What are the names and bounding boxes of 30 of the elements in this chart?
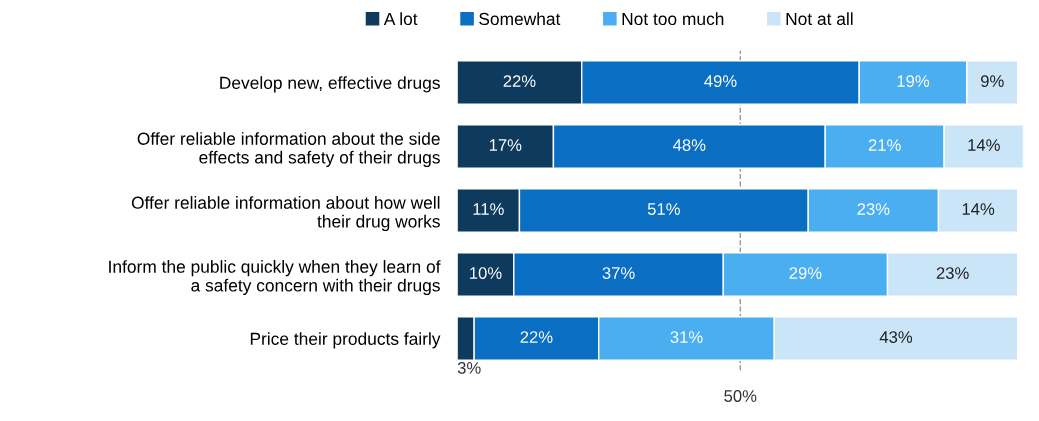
legend-label: Not at all — [786, 12, 853, 26]
data-label: 23% — [936, 267, 969, 279]
data-label: 14% — [968, 139, 1000, 151]
data-label: 21% — [868, 139, 901, 151]
data-label: 22% — [520, 331, 553, 343]
data-label: 11% — [473, 203, 504, 215]
data-label: 29% — [789, 267, 822, 279]
y-tick-label: Inform the public quickly when they learn of a safety concern with their drugs — [109, 260, 441, 295]
legend-label: Not too much — [622, 12, 724, 26]
data-label: 10% — [470, 267, 502, 279]
data-label: 17% — [489, 139, 522, 151]
data-label: 14% — [962, 203, 995, 215]
data-label: 48% — [673, 139, 706, 151]
legend-label: A lot — [383, 12, 418, 26]
data-label: 43% — [879, 331, 913, 343]
y-tick-label: Offer reliable information about the side effects and safety of their drugs — [137, 132, 440, 168]
data-label: 31% — [670, 331, 703, 343]
data-label: 22% — [503, 75, 536, 87]
data-label: 51% — [647, 203, 680, 215]
data-label: 23% — [857, 203, 890, 215]
ref-line-label: 50% — [724, 390, 757, 402]
y-tick-label: Price their products fairly — [250, 332, 441, 349]
data-label: 9% — [981, 75, 1004, 87]
data-label: 37% — [602, 267, 635, 279]
legend-label: Somewhat — [479, 12, 561, 26]
data-label: 19% — [897, 75, 930, 87]
data-label: 49% — [704, 75, 737, 87]
data-label: 3% — [457, 361, 481, 374]
y-tick-label: Develop new, effective drugs — [220, 76, 440, 93]
y-tick-label: Offer reliable information about how well their drug works — [131, 196, 440, 231]
